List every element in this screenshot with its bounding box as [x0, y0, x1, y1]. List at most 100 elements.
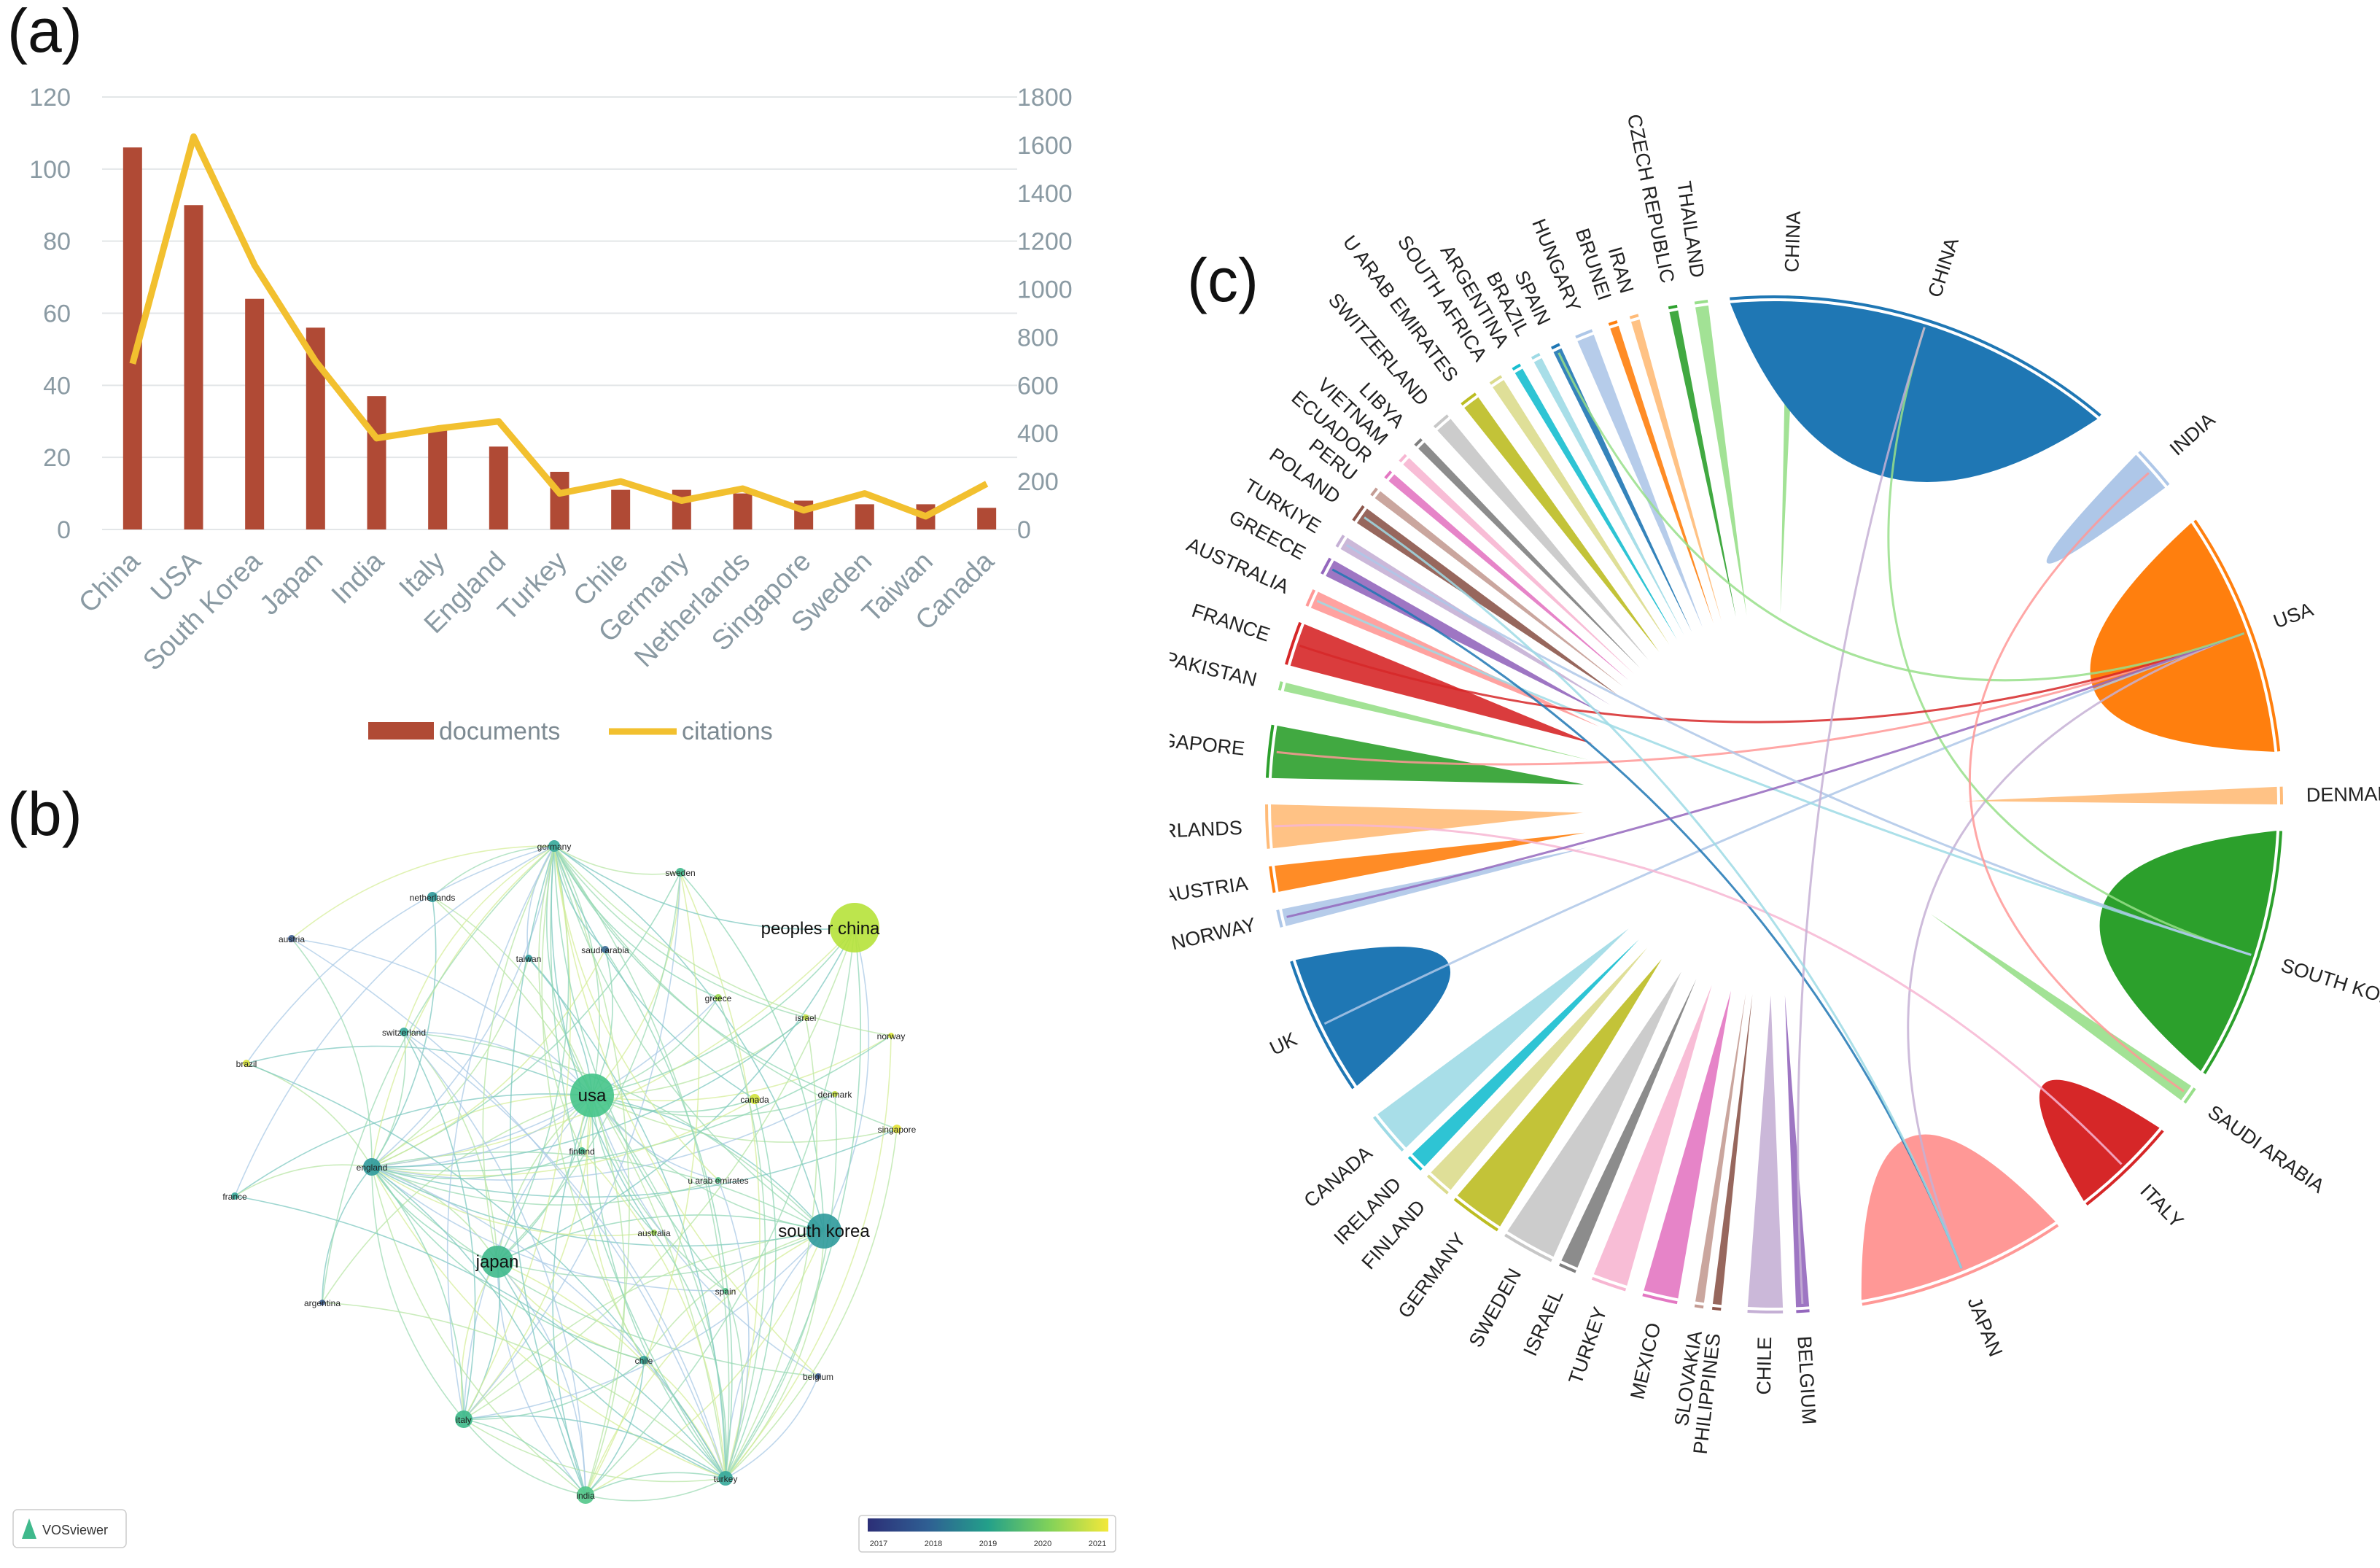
chord-arc-vietnam	[1400, 455, 1406, 462]
chord-arc-norway	[1278, 910, 1281, 928]
y-left-tick: 0	[57, 516, 71, 544]
bar-documents-usa	[184, 205, 203, 529]
node-label-turkey: turkey	[714, 1474, 738, 1484]
network-edge	[322, 1167, 372, 1303]
y-right-tick: 600	[1017, 372, 1059, 400]
y-right-tick: 200	[1017, 468, 1059, 496]
bar-documents-sweden	[855, 504, 874, 529]
network-edge	[372, 928, 855, 1167]
node-label-england: england	[357, 1163, 388, 1173]
y-right-tick: 1800	[1017, 84, 1073, 112]
node-label-sweden: sweden	[665, 868, 695, 878]
documents-citations-chart: 0204060801001200200400600800100012001400…	[0, 0, 1152, 773]
y-right-tick: 1200	[1017, 228, 1073, 256]
network-edge	[432, 846, 554, 897]
network-edge	[372, 1167, 726, 1478]
chord-ribbon-usa	[2090, 523, 2274, 752]
network-edge	[718, 1180, 749, 1478]
network-edge	[592, 1095, 824, 1231]
network-edge	[432, 897, 726, 1478]
chord-label-italy: ITALY	[2136, 1180, 2188, 1233]
node-label-chile: chile	[635, 1356, 653, 1366]
x-tick-japan: Japan	[254, 546, 329, 621]
node-label-india: india	[576, 1491, 595, 1501]
node-label-saudi-arabia: saudi arabia	[581, 945, 629, 955]
chord-ribbon-uk	[1296, 947, 1450, 1086]
chord-label-belgium: BELGIUM	[1793, 1335, 1820, 1425]
chord-label-south-korea: SOUTH KOREA	[2279, 954, 2380, 1018]
chord-ribbon-south-korea	[2100, 831, 2276, 1071]
chord-label-chile: CHILE	[1753, 1337, 1776, 1395]
legend-label-documents: documents	[439, 718, 560, 745]
chord-label-japan: JAPAN	[1964, 1294, 2007, 1359]
chord-ribbon-japan	[1862, 1135, 2056, 1300]
chord-arc-ecuador	[1385, 471, 1391, 478]
chord-arc-argentina	[1513, 365, 1520, 369]
node-label-u-arab-emirates: u arab emirates	[688, 1176, 748, 1186]
chord-arc-turkiye	[1337, 535, 1343, 547]
chord-label-czech-republic: CZECH REPUBLIC	[1623, 112, 1679, 285]
network-edge	[235, 1165, 372, 1196]
chord-arc-pakistan	[1280, 682, 1282, 691]
y-right-tick: 0	[1017, 516, 1031, 544]
colorbar-tick: 2019	[979, 1540, 997, 1548]
chord-diagram: CHINA INDIA USA DENMARK SOUTH KOREA SAUDI ARA…	[1170, 0, 2380, 1554]
network-edge	[464, 1360, 644, 1419]
node-label-singapore: singapore	[878, 1125, 917, 1135]
network-edge	[292, 939, 726, 1478]
chord-label-saudi-arabia: SAUDI ARABIA	[2204, 1101, 2328, 1197]
colorbar-tick: 2021	[1089, 1540, 1106, 1548]
node-label-south-korea: south korea	[778, 1222, 870, 1241]
node-label-greece: greece	[705, 993, 732, 1004]
chord-label-china: CHINA	[1924, 235, 1963, 300]
y-right-tick: 400	[1017, 420, 1059, 448]
y-left-tick: 20	[43, 444, 71, 472]
node-label-japan: japan	[475, 1252, 519, 1272]
chord-label-sweden: SWEDEN	[1465, 1265, 1526, 1351]
network-edge	[372, 1095, 592, 1167]
network-edge	[235, 1094, 592, 1196]
node-label-italy: italy	[456, 1415, 471, 1425]
node-label-norway: norway	[877, 1031, 906, 1041]
network-edge	[726, 1129, 897, 1478]
network-edge	[246, 1047, 592, 1095]
node-label-brazil: brazil	[236, 1059, 257, 1069]
bar-documents-turkey	[551, 472, 569, 529]
y-right-tick: 1400	[1017, 180, 1073, 208]
node-label-denmark: denmark	[818, 1090, 853, 1100]
node-label-canada: canada	[740, 1095, 769, 1105]
chord-arc-south-africa	[1490, 376, 1501, 384]
y-left-tick: 100	[29, 156, 71, 184]
chord-arc-austria	[1270, 866, 1274, 893]
chord-arc-brunei	[1609, 322, 1617, 325]
network-edge	[592, 1095, 824, 1231]
chord-ribbon-italy	[2039, 1080, 2160, 1201]
chord-label-india: INDIA	[2166, 408, 2220, 459]
x-tick-india: India	[326, 546, 391, 610]
chord-arc-peru	[1372, 489, 1377, 496]
chord-label-china: CHINA	[1781, 211, 1805, 273]
bar-documents-netherlands	[734, 494, 752, 529]
chord-arc-czech-republic	[1668, 306, 1677, 308]
chord-label-pakistan: PAKISTAN	[1170, 648, 1259, 691]
node-label-france: france	[222, 1192, 247, 1202]
vosviewer-label: VOSviewer	[42, 1523, 108, 1537]
chord-label-denmark: DENMARK	[2306, 783, 2380, 806]
bar-documents-india	[368, 396, 386, 529]
chord-label-france: FRANCE	[1189, 599, 1273, 646]
network-edge	[372, 1167, 726, 1478]
chord-label-usa: USA	[2271, 598, 2316, 632]
colorbar-tick: 2020	[1034, 1540, 1051, 1548]
chord-arc-slovakia	[1695, 1305, 1703, 1307]
chord-arc-spain	[1552, 344, 1560, 348]
node-label-australia: australia	[637, 1228, 671, 1238]
y-right-tick: 1000	[1017, 276, 1073, 304]
node-label-finland: finland	[569, 1146, 594, 1157]
y-left-tick: 60	[43, 300, 71, 328]
chord-ribbon-spain	[1554, 349, 1692, 632]
chord-label-singapore: SINGAPORE	[1170, 726, 1246, 760]
chord-arc-thailand	[1695, 301, 1708, 303]
chord-label-austria: AUSTRIA	[1170, 872, 1249, 907]
chord-arc-iran	[1630, 315, 1638, 317]
chord-ribbon-chile	[1748, 995, 1783, 1308]
